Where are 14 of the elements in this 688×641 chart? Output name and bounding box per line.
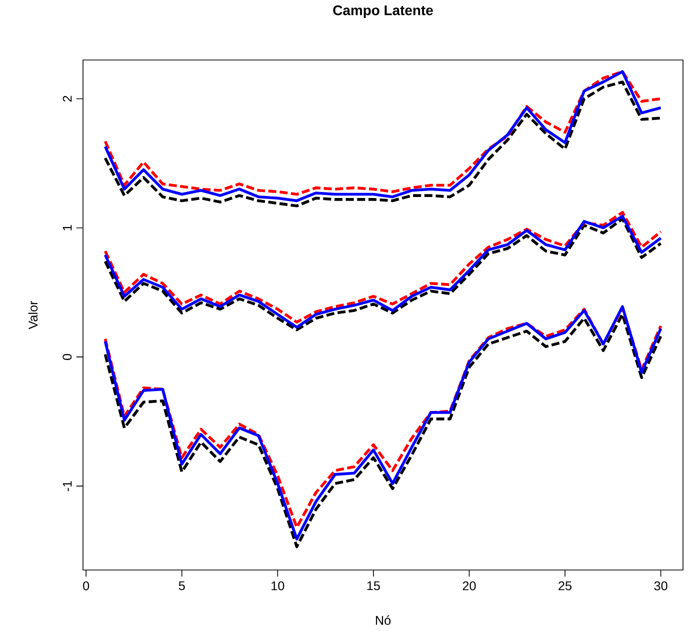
x-tick-label: 10: [272, 581, 284, 590]
x-axis-title: Nó: [376, 615, 391, 625]
x-tick-label: 5: [178, 581, 185, 590]
x-tick-label: 0: [83, 581, 90, 590]
chart-title: Campo Latente: [333, 5, 433, 18]
y-tick-label: 0: [62, 354, 72, 360]
x-tick-label: 20: [462, 581, 476, 590]
y-axis-title: Valor: [28, 300, 38, 330]
x-tick-label: 15: [367, 581, 380, 590]
x-tick-label: 30: [654, 581, 668, 590]
y-tick-label: 1: [62, 224, 72, 230]
y-tick-label: -1: [62, 481, 72, 492]
y-tick-label: 2: [62, 96, 72, 102]
x-tick-label: 25: [558, 581, 572, 590]
